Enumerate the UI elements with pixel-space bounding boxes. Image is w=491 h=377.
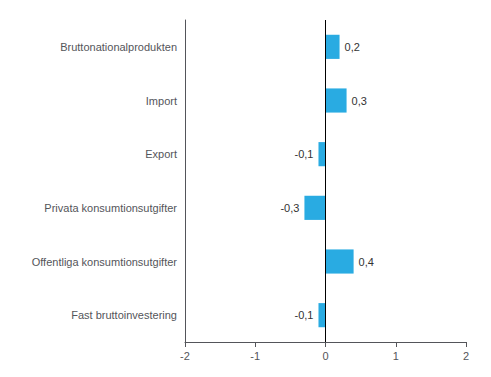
svg-text:-0,1: -0,1 (295, 309, 314, 321)
svg-text:Import: Import (146, 95, 177, 107)
svg-text:Bruttonationalprodukten: Bruttonationalprodukten (60, 41, 177, 53)
svg-text:Export: Export (145, 148, 177, 160)
svg-text:Fast bruttoinvestering: Fast bruttoinvestering (71, 309, 177, 321)
svg-text:-2: -2 (180, 350, 190, 362)
svg-text:Privata konsumtionsutgifter: Privata konsumtionsutgifter (44, 202, 177, 214)
svg-text:0: 0 (322, 350, 328, 362)
svg-text:1: 1 (393, 350, 399, 362)
svg-text:2: 2 (463, 350, 469, 362)
svg-text:0,3: 0,3 (352, 95, 367, 107)
svg-text:0,2: 0,2 (345, 41, 360, 53)
svg-text:-1: -1 (250, 350, 260, 362)
svg-text:-0,3: -0,3 (280, 202, 299, 214)
svg-text:0,4: 0,4 (359, 256, 374, 268)
svg-text:-0,1: -0,1 (295, 148, 314, 160)
svg-text:Offentliga konsumtionsutgifter: Offentliga konsumtionsutgifter (32, 256, 178, 268)
